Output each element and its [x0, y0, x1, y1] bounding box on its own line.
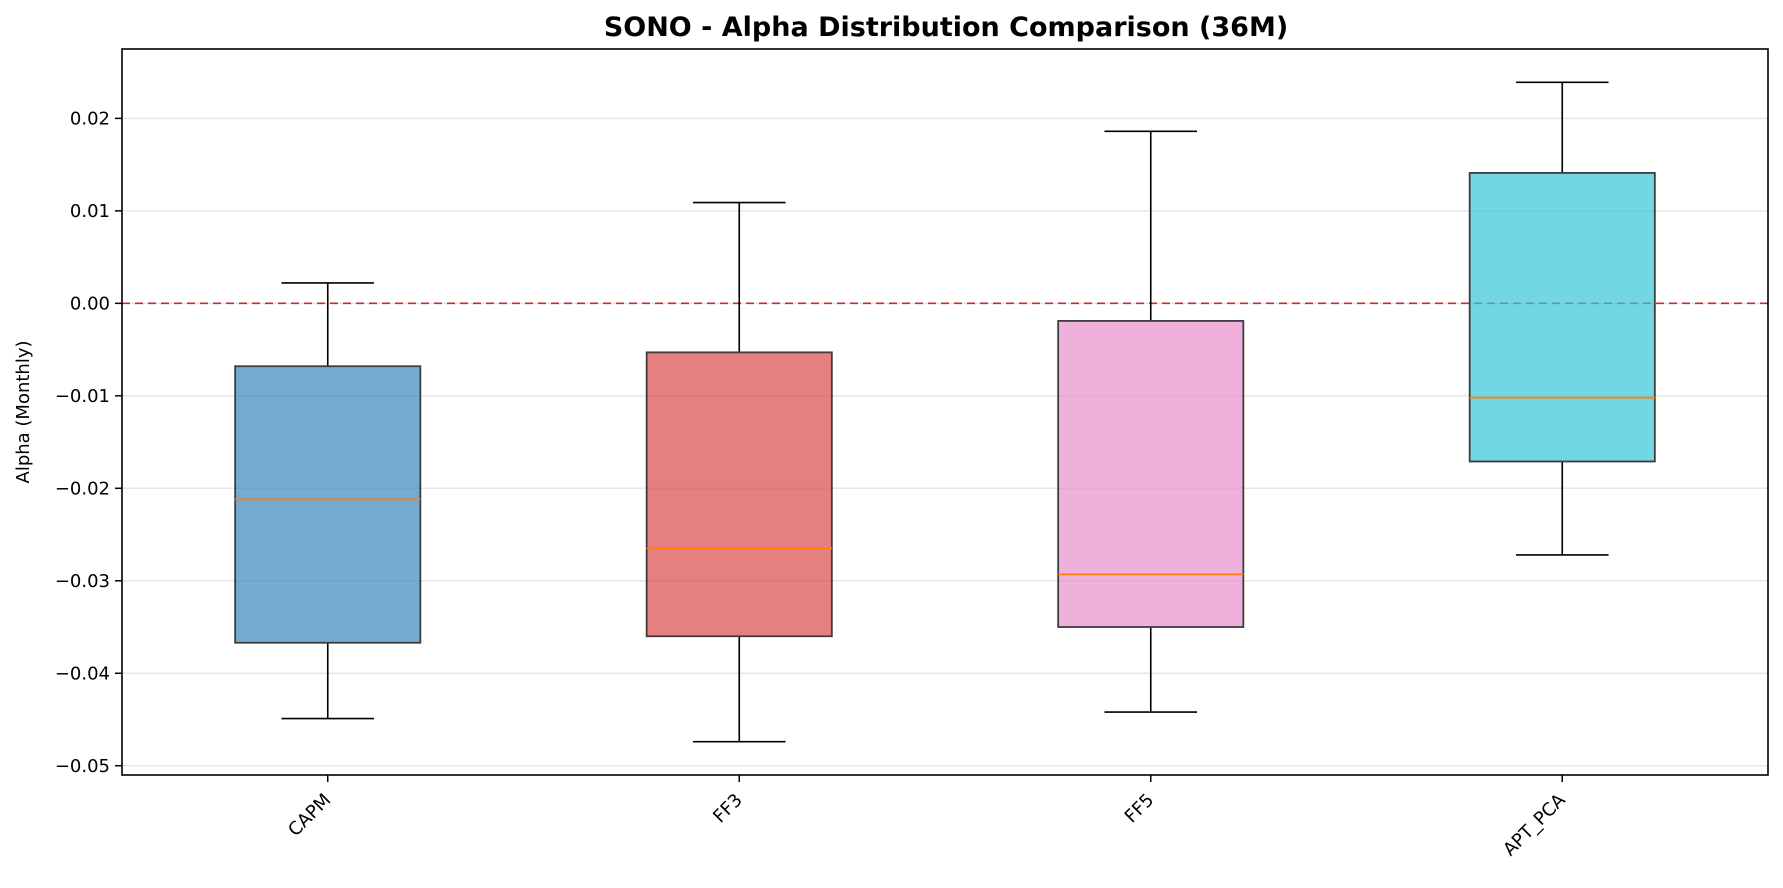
- y-tick-label: 0.00: [70, 293, 110, 314]
- box-capm: [234, 282, 422, 720]
- boxes-layer: [234, 81, 1656, 743]
- box-ff3: [645, 201, 833, 743]
- iqr-box: [645, 351, 833, 638]
- y-axis-label: Alpha (Monthly): [13, 340, 34, 483]
- x-tick-label: FF5: [1121, 790, 1159, 828]
- chart-title: SONO - Alpha Distribution Comparison (36…: [604, 12, 1288, 43]
- box-ff5: [1057, 130, 1245, 713]
- y-tick-label: 0.01: [70, 201, 110, 222]
- y-tick-label: −0.05: [55, 756, 110, 777]
- plot-frame: [121, 48, 1769, 776]
- x-tick-label: CAPM: [284, 790, 335, 841]
- box-apt-pca: [1468, 81, 1656, 556]
- x-tick-label: FF3: [709, 790, 747, 828]
- iqr-box: [1468, 172, 1656, 463]
- y-tick-label: −0.03: [55, 571, 110, 592]
- y-tick-label: 0.02: [70, 108, 110, 129]
- y-tick-label: −0.04: [55, 663, 110, 684]
- x-tick-label: APT_PCA: [1499, 789, 1570, 860]
- y-tick-label: −0.01: [55, 386, 110, 407]
- iqr-box: [1057, 320, 1245, 628]
- y-tick-label: −0.02: [55, 478, 110, 499]
- iqr-box: [234, 365, 422, 644]
